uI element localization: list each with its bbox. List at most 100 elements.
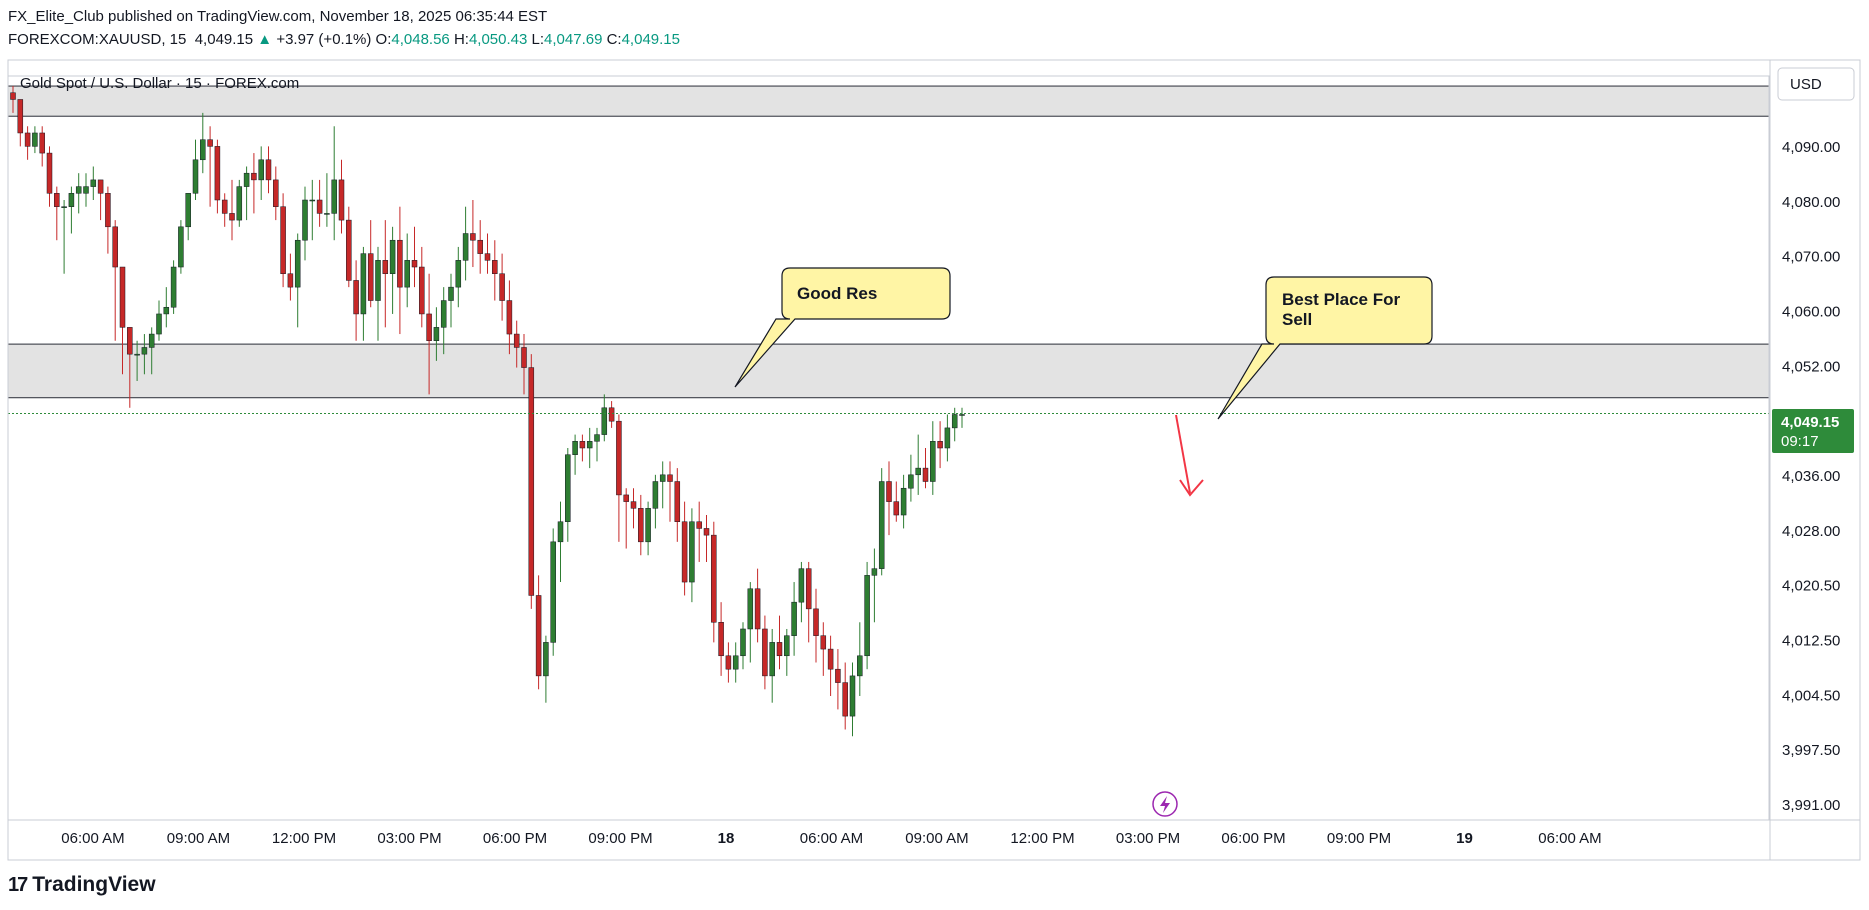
candle xyxy=(367,220,374,308)
candle-body xyxy=(389,239,396,274)
candle xyxy=(572,434,578,475)
candle-body xyxy=(681,521,688,583)
candle-body xyxy=(674,481,681,522)
candle-body xyxy=(61,206,67,208)
candle-body xyxy=(32,132,38,147)
candle xyxy=(411,226,418,288)
callout-best-place-for-sell[interactable]: Best Place For Sell xyxy=(1217,276,1433,420)
candle xyxy=(229,179,235,241)
candle-body xyxy=(170,266,177,308)
candle-body xyxy=(900,487,907,516)
candle-body xyxy=(849,675,856,717)
candle xyxy=(426,273,432,395)
candle xyxy=(893,481,900,522)
candle xyxy=(776,615,783,670)
candle xyxy=(287,253,294,301)
candle-body xyxy=(754,588,761,630)
candle xyxy=(221,193,228,227)
candle xyxy=(959,407,965,428)
candle-body xyxy=(470,233,476,241)
candle xyxy=(813,588,819,663)
candle xyxy=(900,474,907,529)
candle-body xyxy=(652,481,659,509)
y-tick-label: 4,090.00 xyxy=(1782,139,1840,156)
chart-frame xyxy=(7,59,1861,861)
x-tick-label: 03:00 PM xyxy=(1116,830,1180,847)
open-value: 4,048.56 xyxy=(391,31,450,48)
candle-body xyxy=(857,655,863,677)
candle xyxy=(185,193,191,241)
candle-body xyxy=(119,266,126,328)
candle-body xyxy=(835,668,841,683)
candle-body xyxy=(236,186,243,221)
last-price-tag: 4,049.15 09:17 xyxy=(1772,409,1854,453)
y-tick-label: 4,070.00 xyxy=(1782,249,1840,266)
resistance-zone-2[interactable] xyxy=(7,343,1771,399)
y-tick-label: 4,052.00 xyxy=(1782,358,1840,375)
candle-body xyxy=(75,186,82,194)
candle-body xyxy=(419,266,425,315)
y-tick-label: 4,060.00 xyxy=(1782,304,1840,321)
candle xyxy=(17,99,24,147)
candle xyxy=(448,273,454,328)
candle-body xyxy=(747,588,754,630)
candle-body xyxy=(265,159,272,181)
candle-body xyxy=(805,568,812,610)
tradingview-logo-icon: 17 xyxy=(8,873,28,896)
candle xyxy=(404,233,410,308)
price-change: +3.97 (+0.1%) xyxy=(276,31,372,48)
callout-good-res[interactable]: Good Res xyxy=(734,267,951,388)
candle xyxy=(200,112,206,174)
candle xyxy=(805,561,812,643)
candle xyxy=(594,427,600,462)
candle-body xyxy=(90,179,97,187)
candle-body xyxy=(725,655,732,670)
candle-body xyxy=(112,226,118,268)
candle-body xyxy=(586,441,593,449)
candle xyxy=(835,649,841,710)
candle-body xyxy=(864,575,870,657)
candle xyxy=(24,126,31,160)
candle xyxy=(579,434,586,462)
candle xyxy=(674,468,681,542)
candle-body xyxy=(820,635,827,650)
usd-currency-button[interactable]: USD xyxy=(1777,67,1855,101)
candle-body xyxy=(200,139,206,161)
candle-body xyxy=(871,568,878,576)
candle xyxy=(178,220,184,274)
callout-good-res-text: Good Res xyxy=(797,284,877,303)
candle-body xyxy=(221,199,228,214)
candle xyxy=(346,206,352,288)
candle xyxy=(433,307,440,361)
candle xyxy=(265,146,272,194)
candle xyxy=(667,461,673,522)
close-label: C: xyxy=(606,31,622,48)
candle-body xyxy=(24,132,31,147)
publisher-line: FX_Elite_Club published on TradingView.c… xyxy=(8,8,548,25)
candle-body xyxy=(17,99,24,134)
candle-body xyxy=(594,434,600,442)
candle-body xyxy=(521,347,527,368)
x-tick-label: 06:00 PM xyxy=(1221,830,1285,847)
price-chart[interactable]: Gold Spot / U.S. Dollar · 15 · FOREX.com… xyxy=(0,0,1869,870)
x-tick-label: 12:00 PM xyxy=(272,830,336,847)
candle-body xyxy=(163,306,170,315)
candle xyxy=(397,206,403,335)
candle-body xyxy=(214,146,221,201)
footer-brand[interactable]: 17 TradingView xyxy=(8,873,156,897)
x-tick-label: 12:00 PM xyxy=(1010,830,1074,847)
candle xyxy=(192,139,199,200)
candle xyxy=(207,126,213,207)
candle-body xyxy=(915,467,921,476)
candle xyxy=(61,200,67,274)
candle xyxy=(294,233,301,328)
x-tick-label: 06:00 AM xyxy=(800,830,863,847)
candle xyxy=(630,488,637,529)
candle-body xyxy=(842,682,848,717)
low-value: 4,047.69 xyxy=(544,31,603,48)
candle xyxy=(134,340,140,381)
up-arrow-icon: ▲ xyxy=(257,31,273,48)
lightning-icon[interactable] xyxy=(1152,791,1178,817)
candle-body xyxy=(360,253,367,315)
down-arrow-icon xyxy=(1175,414,1204,497)
